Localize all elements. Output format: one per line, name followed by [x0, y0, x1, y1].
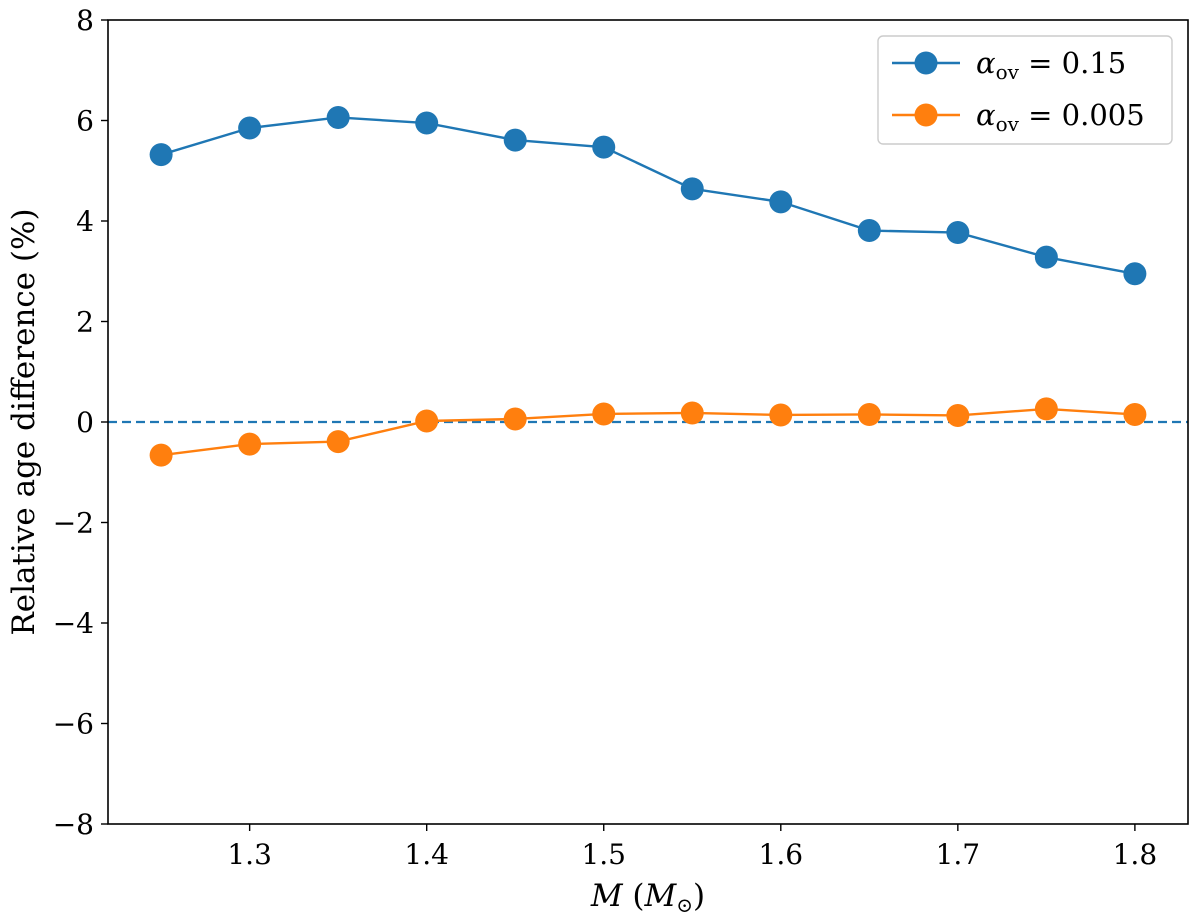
- y-tick-label: 2: [76, 306, 94, 339]
- y-tick-label: 0: [76, 406, 94, 439]
- x-axis-label-var: M: [590, 878, 624, 914]
- x-axis-label-symbol: M: [644, 878, 678, 914]
- y-tick-label: 4: [76, 205, 94, 238]
- legend-label-subscript: ov: [996, 112, 1020, 136]
- series-1-marker: [946, 221, 970, 245]
- x-tick-label: 1.6: [759, 838, 804, 871]
- x-tick-label: 1.7: [936, 838, 981, 871]
- series-2-marker: [149, 443, 173, 467]
- series-2-marker: [592, 402, 616, 426]
- series-1: [149, 105, 1147, 286]
- plot-marks: [108, 105, 1188, 467]
- series-1-marker: [1123, 262, 1147, 286]
- plot-area: [108, 105, 1188, 467]
- series-2-marker: [415, 409, 439, 433]
- legend-label: αov = 0.005: [976, 98, 1145, 136]
- series-2-marker: [857, 402, 881, 426]
- x-axis-label-paren: (: [623, 878, 645, 914]
- y-tick-label: −8: [53, 808, 94, 841]
- x-axis-ticks: 1.3 1.4 1.5 1.6 1.7 1.8: [227, 824, 1157, 871]
- series-1-marker: [680, 177, 704, 201]
- legend-label-value: = 0.005: [1019, 98, 1145, 132]
- y-tick-label: 6: [76, 105, 94, 138]
- y-axis-label: Relative age difference (%): [6, 208, 42, 635]
- legend-label: αov = 0.15: [976, 46, 1126, 84]
- series-1-marker: [415, 111, 439, 135]
- legend-entry-1: αov = 0.15: [892, 46, 1126, 84]
- x-axis-label: M (M⊙): [590, 878, 705, 917]
- series-1-line: [160, 116, 1136, 275]
- series-1-marker: [149, 143, 173, 167]
- series-2-line: [160, 407, 1135, 457]
- series-2-marker: [503, 407, 527, 431]
- series-1-marker: [592, 135, 616, 159]
- y-tick-label: 8: [76, 4, 94, 37]
- legend-label-value: = 0.15: [1019, 46, 1126, 80]
- series-2-marker: [326, 430, 350, 454]
- series-2: [149, 397, 1147, 467]
- legend-label-greek: α: [976, 98, 996, 132]
- series-1-marker: [857, 219, 881, 243]
- x-tick-label: 1.5: [581, 838, 626, 871]
- x-axis-label-subscript: ⊙: [676, 893, 693, 917]
- series-2-marker: [1123, 402, 1147, 426]
- series-2-marker: [238, 432, 262, 456]
- legend-label-subscript: ov: [996, 60, 1020, 84]
- legend-entry-2: αov = 0.005: [892, 98, 1145, 136]
- series-1-marker: [1034, 245, 1058, 269]
- x-tick-label: 1.4: [404, 838, 449, 871]
- x-tick-label: 1.8: [1113, 838, 1158, 871]
- y-tick-label: −2: [53, 507, 94, 540]
- y-tick-label: −4: [53, 607, 94, 640]
- x-axis-label-close: ): [693, 878, 705, 914]
- y-tick-label: −6: [53, 708, 94, 741]
- series-1-marker: [238, 116, 262, 140]
- series-2-marker: [680, 401, 704, 425]
- legend-label-greek: α: [976, 46, 996, 80]
- y-axis-ticks: −8 −6 −4 −2 0 2 4 6 8: [53, 4, 108, 841]
- series-1-marker: [326, 105, 350, 129]
- series-2-marker: [946, 403, 970, 427]
- series-2-marker: [769, 403, 793, 427]
- legend-swatch-marker: [914, 51, 938, 75]
- legend-swatch-marker: [914, 103, 938, 127]
- x-tick-label: 1.3: [227, 838, 272, 871]
- series-1-marker: [503, 128, 527, 152]
- series-2-marker: [1034, 397, 1058, 421]
- series-1-marker: [769, 190, 793, 214]
